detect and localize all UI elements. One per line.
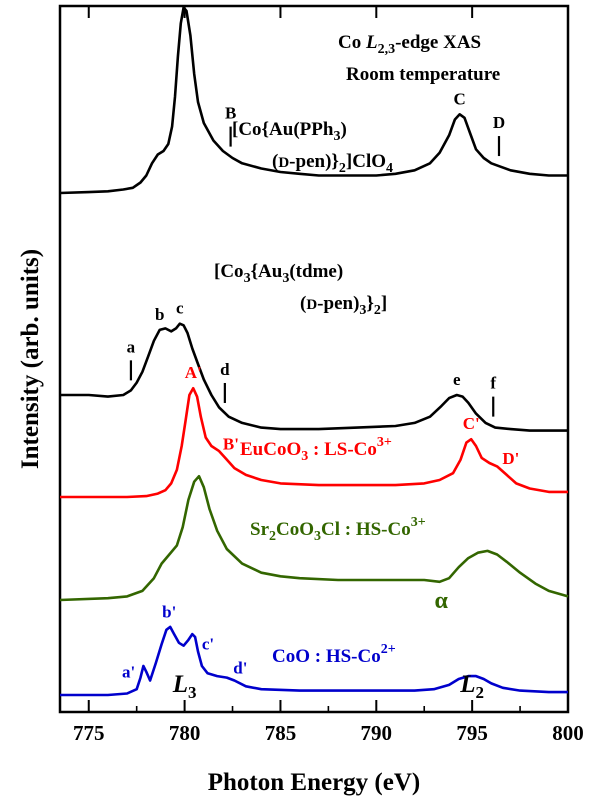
markers: B Da d f (127, 104, 505, 417)
peak-label: C (454, 89, 466, 108)
marker-label-d: d (220, 360, 230, 379)
chart-title-line-1: Co L2,3-edge XAS (338, 32, 481, 57)
peak-label: b (155, 305, 164, 324)
peak-label: b' (162, 603, 176, 622)
peak-labels: A Cbc e A' C' D' B' a' b' c' d' α L3 L2 (122, 0, 519, 702)
marker-label-B: B (225, 104, 236, 123)
chart-title-line-2: Room temperature (346, 64, 500, 85)
series-1-name-line-1: [Co{Au(PPh3) (232, 119, 347, 144)
x-ticks: 775 780 785 790 795 800 (73, 6, 584, 745)
x-tick-label: 790 (361, 721, 393, 745)
x-tick-label: 785 (265, 721, 297, 745)
x-axis-title: Photon Energy (eV) (208, 769, 420, 796)
marker-label-f: f (490, 374, 496, 393)
series-1-line (59, 6, 568, 195)
alpha-label: α (434, 588, 448, 614)
peak-label: A' (185, 363, 202, 382)
peak-label: e (453, 370, 461, 389)
x-tick-label: 800 (552, 721, 584, 745)
x-tick-label: 775 (73, 721, 105, 745)
series-layer (59, 6, 569, 697)
peak-label: c' (202, 635, 214, 654)
peak-label: B' (223, 434, 239, 453)
marker-label-a: a (127, 337, 136, 356)
peak-label: c (176, 299, 184, 318)
x-tick-label: 795 (456, 721, 488, 745)
y-axis-title: Intensity (arb. units) (17, 249, 44, 469)
series-4-line (59, 474, 569, 602)
series-1-name-line-2: (D-pen)}2]ClO4 (272, 151, 393, 176)
series-3-line (60, 386, 568, 499)
peak-label: D' (502, 449, 519, 468)
plot-frame (58, 4, 570, 714)
series-2-name-line-1: [Co3{Au3(tdme) (214, 261, 343, 286)
peak-label: d' (233, 658, 247, 677)
edge-label-L3: L3 (172, 671, 197, 702)
peak-label: a' (122, 662, 135, 681)
series-5-name: CoO : HS-Co2+ (272, 642, 396, 667)
peak-label: C' (463, 414, 480, 433)
series-4-name: Sr2CoO3Cl : HS-Co3+ (250, 515, 426, 544)
marker-label-D: D (493, 113, 505, 132)
series-5-line (60, 625, 568, 697)
series-2-name-line-2: (D-pen)3}2] (300, 293, 387, 318)
peak-label: A (178, 0, 191, 3)
series-3-name: EuCoO3 : LS-Co3+ (240, 435, 392, 464)
edge-label-L2: L2 (459, 671, 484, 702)
x-tick-label: 780 (169, 721, 201, 745)
series-2-line (60, 322, 568, 432)
